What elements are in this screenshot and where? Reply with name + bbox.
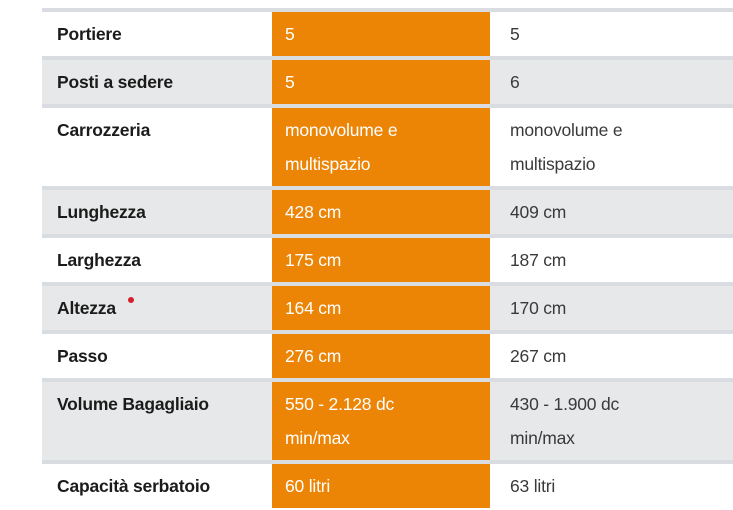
spec-value-highlighted: 164 cm (272, 286, 490, 330)
spec-label: Altezza (42, 286, 272, 330)
spec-value-highlighted: 550 - 2.128 dc min/max (272, 382, 490, 460)
spec-label: Volume Bagagliaio (57, 394, 209, 414)
spec-value-comparison: 430 - 1.900 dc min/max (510, 394, 620, 448)
table-row-passo: Passo 276 cm 267 cm (42, 334, 733, 382)
spec-label: Carrozzeria (57, 120, 151, 140)
spec-value-highlighted: 60 litri (272, 464, 490, 508)
spec-value-highlighted: 175 cm (272, 238, 490, 282)
table-row-altezza: Altezza 164 cm 170 cm (42, 286, 733, 334)
spec-value-comparison: 6 (510, 72, 520, 92)
spec-value-comparison: 63 litri (510, 476, 556, 496)
spec-label-text: Altezza (57, 298, 116, 318)
spec-label: Larghezza (57, 250, 141, 270)
spec-label: Lunghezza (57, 202, 146, 222)
table-row-portiere: Portiere 5 5 (42, 12, 733, 60)
spec-label: Portiere (57, 24, 122, 44)
table-row-volume-bagagliaio: Volume Bagagliaio 550 - 2.128 dc min/max… (42, 382, 733, 464)
spec-value-highlighted: monovolume e multispazio (272, 108, 490, 186)
spec-value-highlighted: 428 cm (272, 190, 490, 234)
spec-value-comparison: 267 cm (510, 346, 567, 366)
spec-value-comparison: 5 (510, 24, 520, 44)
spec-comparison-table: Portiere 5 5 Posti a sedere 5 6 Carrozze… (42, 8, 733, 508)
spec-value-comparison: 409 cm (510, 202, 567, 222)
table-row-lunghezza: Lunghezza 428 cm 409 cm (42, 190, 733, 238)
spec-value-comparison: 170 cm (510, 298, 567, 318)
spec-label: Passo (57, 346, 108, 366)
spec-value-comparison: monovolume e multispazio (510, 120, 623, 174)
spec-value-highlighted: 5 (272, 60, 490, 104)
table-row-capacita-serbatoio: Capacità serbatoio 60 litri 63 litri (42, 464, 733, 508)
table-row-carrozzeria: Carrozzeria monovolume e multispazio mon… (42, 108, 733, 190)
table-row-posti-a-sedere: Posti a sedere 5 6 (42, 60, 733, 108)
spec-value-highlighted: 276 cm (272, 334, 490, 378)
spec-label: Capacità serbatoio (57, 476, 210, 496)
spec-value-comparison: 187 cm (510, 250, 567, 270)
spec-label: Posti a sedere (57, 72, 173, 92)
table-row-larghezza: Larghezza 175 cm 187 cm (42, 238, 733, 286)
spec-value-highlighted: 5 (272, 12, 490, 56)
red-footnote-dot-icon (127, 297, 134, 303)
